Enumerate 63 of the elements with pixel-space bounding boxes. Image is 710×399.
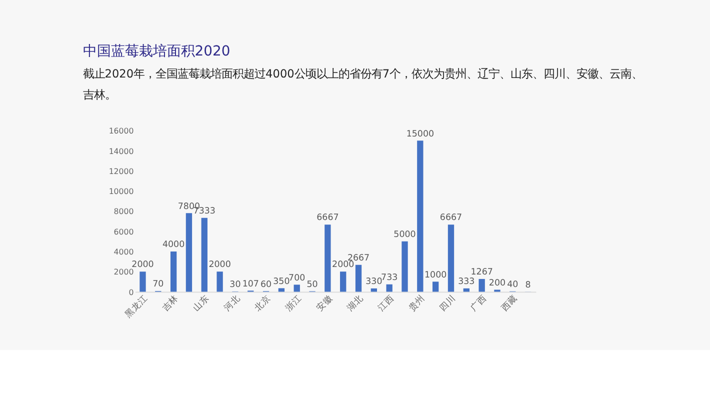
- bar: [402, 241, 408, 292]
- y-tick-label: 2000: [114, 268, 134, 277]
- data-label: 330: [366, 277, 382, 288]
- bar: [432, 282, 439, 292]
- x-tick-label: 四川: [438, 293, 458, 314]
- data-label: 1000: [424, 270, 447, 280]
- data-label: 350: [273, 276, 290, 287]
- data-label: 30: [230, 280, 241, 290]
- data-label: 700: [288, 273, 306, 284]
- bar: [340, 272, 346, 292]
- y-tick-label: 10000: [108, 187, 134, 196]
- x-tick-label: 山东: [190, 293, 212, 314]
- data-label: 2000: [332, 260, 354, 270]
- data-label: 5000: [394, 230, 416, 240]
- bar: [355, 264, 362, 292]
- chart-subtitle: 截止2020年，全国蓝莓栽培面积超过4000公顷以上的省份有7个，依次为贵州、辽宁、山东、四川、安徽、云南、吉林。: [82, 66, 643, 102]
- bar: [386, 284, 392, 292]
- chart-title: 中国蓝莓栽培面积2020: [82, 44, 230, 60]
- data-label: 70: [152, 280, 164, 290]
- y-tick-label: 8000: [114, 207, 134, 216]
- bar: [294, 284, 300, 292]
- x-tick-label: 西藏: [499, 293, 520, 314]
- bar: [417, 140, 424, 292]
- bar: [448, 224, 454, 292]
- data-label: 2000: [132, 260, 154, 270]
- bar: [170, 251, 177, 292]
- data-label: 733: [381, 272, 398, 283]
- data-label: 107: [242, 279, 259, 290]
- data-label: 200: [488, 278, 506, 288]
- y-tick-label: 16000: [108, 126, 134, 136]
- bar: [278, 288, 285, 292]
- data-label: 6667: [316, 213, 339, 224]
- x-tick-label: 江西: [376, 293, 396, 314]
- data-label: 6667: [440, 213, 462, 224]
- x-tick-label: 安徽: [314, 293, 335, 314]
- data-label: 1267: [470, 268, 493, 278]
- x-tick-label: 浙江: [283, 293, 304, 314]
- bar: [324, 224, 331, 292]
- bar: [201, 218, 208, 292]
- y-tick-label: 12000: [108, 166, 134, 176]
- data-label: 333: [458, 277, 475, 288]
- bar: [478, 278, 485, 292]
- x-tick-label: 吉林: [160, 293, 181, 314]
- bar: [216, 272, 223, 292]
- data-label: 40: [507, 280, 518, 290]
- y-tick-label: 0: [128, 288, 134, 297]
- x-tick-label: 贵州: [406, 293, 428, 314]
- x-tick-label: 湖北: [345, 293, 366, 314]
- data-label: 50: [306, 280, 318, 290]
- bar: [140, 272, 146, 292]
- y-tick-label: 6000: [114, 227, 134, 236]
- x-tick-label: 广西: [468, 293, 489, 314]
- y-tick-label: 14000: [108, 146, 134, 156]
- x-tick-label: 河北: [222, 293, 242, 314]
- data-label: 60: [260, 280, 272, 290]
- data-label: 7333: [193, 206, 216, 217]
- data-label: 2000: [208, 260, 231, 270]
- y-tick-label: 4000: [114, 247, 134, 256]
- data-label: 4000: [162, 240, 185, 250]
- data-label: 15000: [406, 129, 434, 140]
- data-label: 8: [525, 280, 531, 290]
- x-tick-label: 北京: [252, 293, 274, 314]
- bar: [186, 213, 192, 292]
